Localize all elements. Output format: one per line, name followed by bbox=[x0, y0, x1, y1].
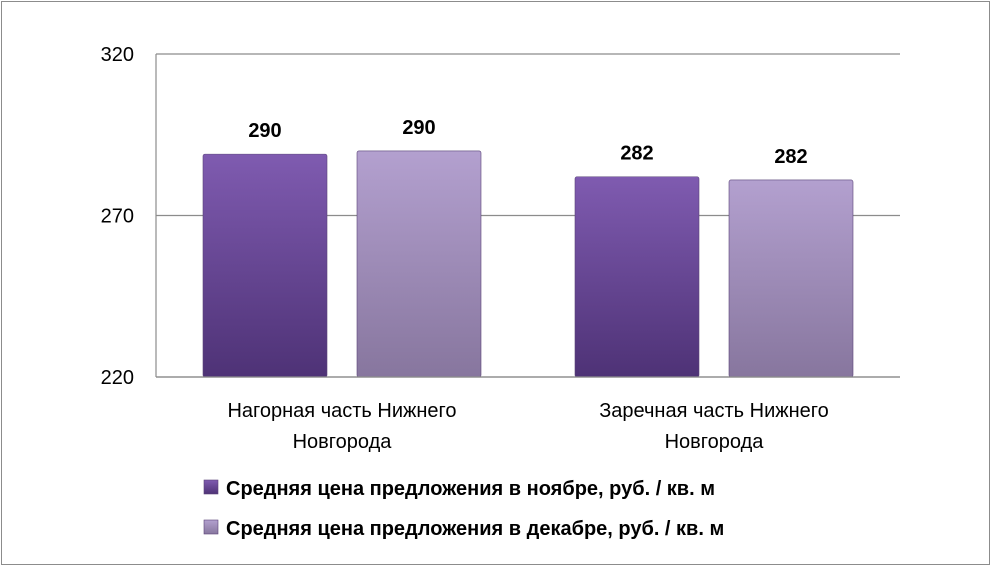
legend-swatch-0 bbox=[203, 479, 219, 495]
bar-1-0 bbox=[574, 176, 700, 378]
legend-swatch-1 bbox=[203, 519, 219, 535]
bar-1-1 bbox=[728, 179, 854, 378]
bar-0-1 bbox=[356, 150, 482, 378]
category-label: Новгорода bbox=[665, 431, 765, 453]
category-label: Нагорная часть Нижнего bbox=[227, 400, 456, 422]
category-label: Новгорода bbox=[293, 431, 393, 453]
legend-label-0: Средняя цена предложения в ноябре, руб. … bbox=[226, 478, 715, 500]
data-label: 290 bbox=[248, 120, 281, 142]
data-label: 282 bbox=[774, 146, 807, 168]
y-tick-label: 220 bbox=[101, 367, 134, 389]
bars bbox=[202, 150, 854, 378]
data-label: 282 bbox=[620, 143, 653, 165]
data-label: 290 bbox=[402, 117, 435, 139]
legend: Средняя цена предложения в ноябре, руб. … bbox=[203, 478, 724, 540]
y-axis: 220 270 320 bbox=[101, 44, 157, 389]
y-tick-label: 270 bbox=[101, 206, 134, 228]
category-label: Заречная часть Нижнего bbox=[599, 400, 829, 422]
bar-0-0 bbox=[202, 153, 328, 378]
y-tick-label: 320 bbox=[101, 44, 134, 66]
x-axis: Нагорная часть Нижнего Новгорода Заречная … bbox=[156, 376, 900, 453]
data-labels: 290 290 282 282 bbox=[248, 117, 807, 168]
legend-label-1: Средняя цена предложения в декабре, руб.… bbox=[226, 518, 724, 540]
